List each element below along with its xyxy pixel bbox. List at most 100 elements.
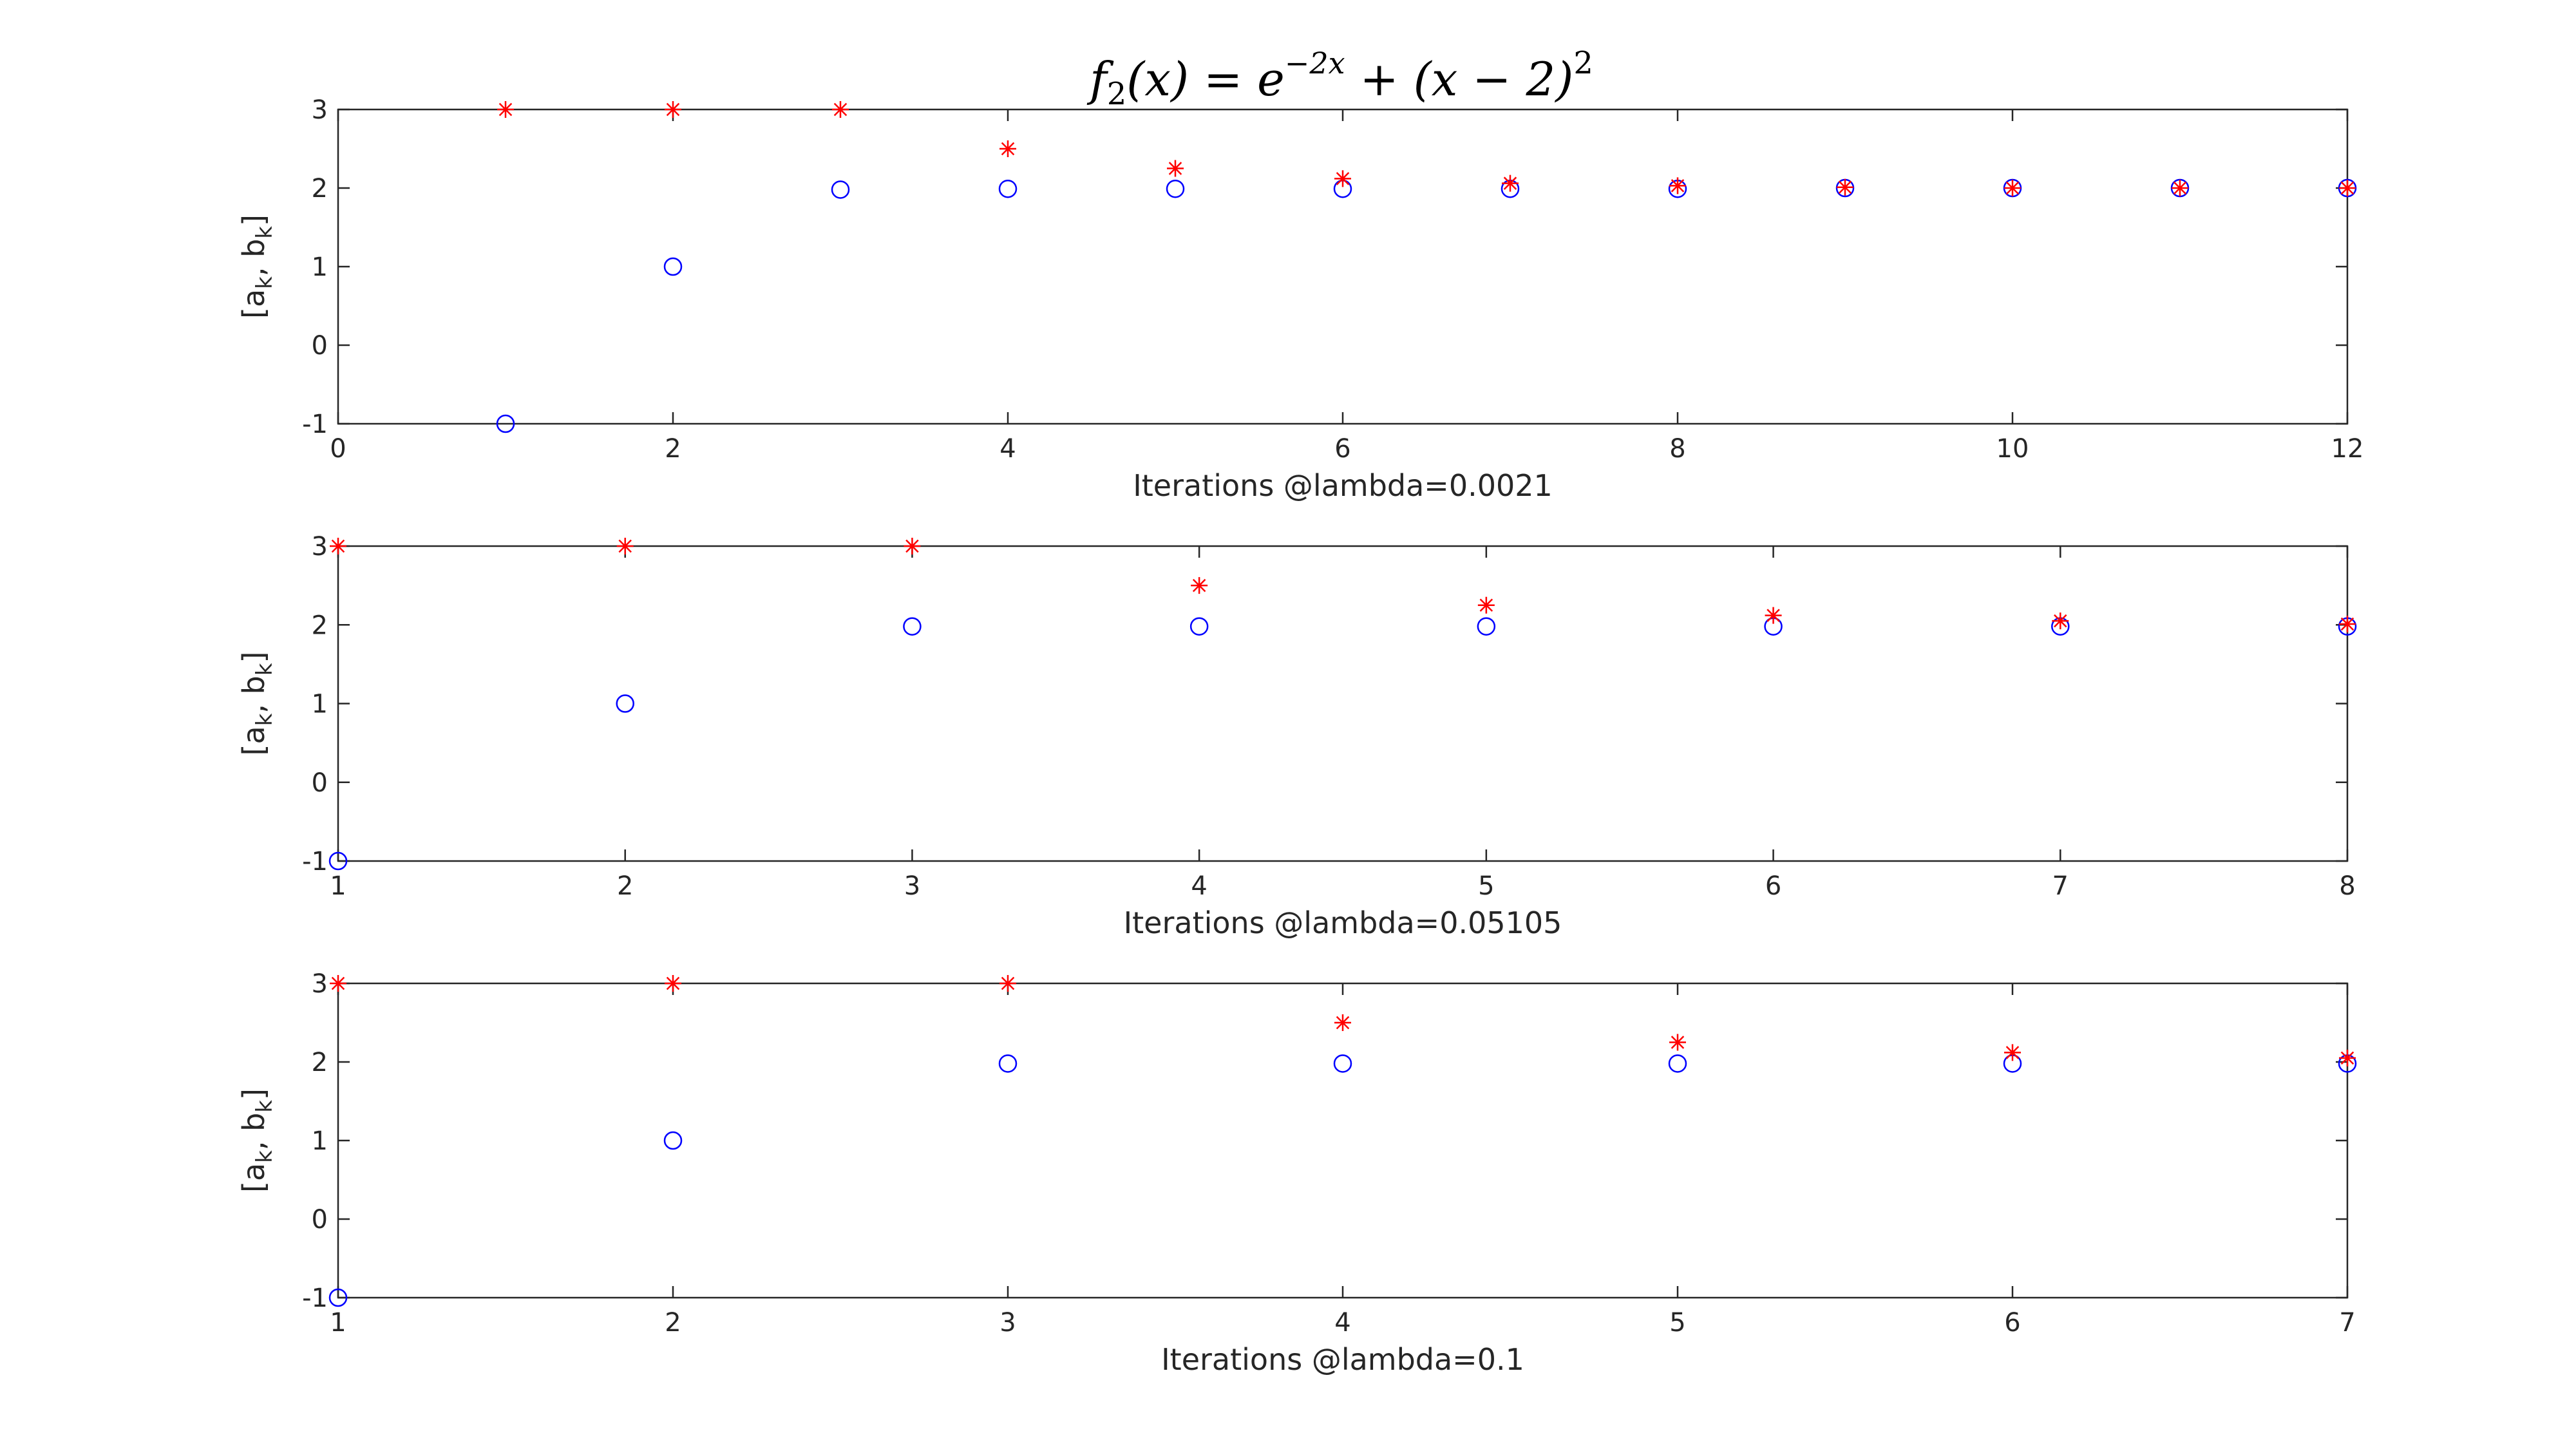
data-point-b — [904, 538, 921, 554]
data-point-a — [998, 1054, 1018, 1073]
y-tick-label: 1 — [312, 252, 328, 282]
x-tick-label: 1 — [330, 871, 346, 901]
data-point-b — [330, 538, 346, 554]
data-point-b — [2172, 180, 2188, 196]
y-tick-label: 0 — [312, 768, 328, 798]
data-point-b — [2004, 1044, 2021, 1061]
x-tick-label: 4 — [1334, 1308, 1350, 1338]
data-point-b — [2339, 616, 2356, 633]
x-tick-label: 7 — [2339, 1308, 2355, 1338]
data-point-b — [2052, 612, 2069, 630]
x-axis-label: Iterations @lambda=0.1 — [1161, 1342, 1524, 1377]
y-tick-label: 0 — [312, 331, 328, 361]
x-tick-label: 12 — [2331, 434, 2364, 464]
x-tick-label: 10 — [1996, 434, 2029, 464]
y-tick-label: 2 — [312, 174, 328, 204]
data-point-b — [1669, 1034, 1686, 1051]
y-tick-label: 3 — [312, 969, 328, 999]
data-point-a — [998, 179, 1018, 198]
data-point-a — [1668, 1054, 1687, 1073]
y-tick-label: -1 — [302, 847, 328, 876]
data-point-b — [330, 975, 346, 992]
y-tick-label: 2 — [312, 611, 328, 640]
data-point-a — [616, 694, 634, 713]
y-tick-label: -1 — [302, 410, 328, 439]
data-point-a — [1189, 617, 1209, 636]
data-point-b — [665, 101, 681, 118]
series-b-k — [497, 101, 2356, 196]
data-point-b — [1334, 170, 1351, 187]
x-tick-label: 2 — [665, 1308, 681, 1338]
x-axis-label: Iterations @lambda=0.05105 — [1124, 905, 1562, 940]
data-point-b — [999, 975, 1016, 992]
data-point-b — [1167, 160, 1184, 177]
data-point-a — [831, 180, 850, 199]
data-point-a — [1333, 1054, 1352, 1073]
axes-frame — [337, 545, 2349, 862]
data-point-a — [1477, 617, 1496, 636]
data-point-a — [1166, 179, 1185, 198]
series-a-k — [328, 1054, 2357, 1307]
data-point-a — [328, 1288, 348, 1307]
data-point-a — [663, 257, 683, 276]
y-tick-label: 0 — [312, 1205, 328, 1235]
x-tick-label: 2 — [665, 434, 681, 464]
x-tick-label: 5 — [1669, 1308, 1685, 1338]
y-tick-label: 2 — [312, 1048, 328, 1077]
series-a-k — [328, 617, 2357, 871]
x-tick-label: 4 — [1191, 871, 1207, 901]
data-point-b — [1669, 177, 1686, 194]
x-axis-label: Iterations @lambda=0.0021 — [1133, 468, 1553, 503]
x-tick-label: 8 — [1669, 434, 1685, 464]
x-tick-label: 6 — [1765, 871, 1781, 901]
x-tick-label: 8 — [2339, 871, 2355, 901]
x-tick-label: 3 — [999, 1308, 1016, 1338]
data-point-b — [2339, 180, 2356, 196]
x-tick-label: 3 — [904, 871, 920, 901]
title-f-subscript: 2 — [1107, 76, 1127, 112]
subplot-3: 1 2 3 4 5 6 7 -1 0 1 2 3 Iterations @lambda=0.1 [ak, … — [236, 969, 2357, 1377]
x-tick-label: 6 — [1334, 434, 1350, 464]
data-point-b — [1477, 596, 1495, 614]
y-axis-label: [ak, bk] — [236, 652, 278, 756]
x-tick-label: 5 — [1478, 871, 1494, 901]
title-rest-superscript: 2 — [1573, 45, 1593, 81]
x-tick-label: 1 — [330, 1308, 346, 1338]
data-point-b — [832, 101, 849, 118]
x-tick-label: 6 — [2004, 1308, 2020, 1338]
data-point-b — [665, 975, 681, 992]
data-point-b — [999, 140, 1016, 157]
y-tick-label: 1 — [312, 690, 328, 719]
x-tick-label: 2 — [617, 871, 633, 901]
figure-title: f2(x) = e−2x + (x − 2)2 — [1086, 45, 1593, 112]
data-point-b — [616, 538, 634, 554]
data-point-a — [328, 851, 348, 871]
title-rest: + (x − 2) — [1345, 52, 1574, 106]
x-tick-label: 4 — [999, 434, 1016, 464]
data-point-a — [496, 414, 515, 433]
x-tick-label: 7 — [2052, 871, 2069, 901]
y-tick-label: -1 — [302, 1283, 328, 1313]
series-b-k — [330, 538, 2356, 633]
y-axis-label: [ak, bk] — [236, 1088, 278, 1193]
data-point-b — [2339, 1049, 2356, 1066]
y-tick-label: 1 — [312, 1126, 328, 1156]
subplot-2: 1 2 3 4 5 6 7 8 -1 0 1 2 3 Iterations @lambda=0.05105… — [236, 532, 2357, 940]
title-argument: (x) = e — [1126, 52, 1285, 106]
data-point-b — [497, 101, 514, 118]
data-point-b — [1837, 178, 1853, 196]
data-point-a — [663, 1131, 683, 1150]
axes-frame — [337, 108, 2349, 425]
x-tick-label: 0 — [330, 434, 346, 464]
y-axis-label: [ak, bk] — [236, 214, 278, 319]
data-point-a — [903, 617, 922, 636]
series-b-k — [330, 975, 2356, 1066]
data-point-b — [1765, 607, 1782, 624]
series-a-k — [496, 178, 2357, 433]
data-point-b — [2004, 180, 2021, 196]
title-exponent: −2x — [1285, 46, 1345, 80]
y-tick-label: 3 — [312, 95, 328, 125]
